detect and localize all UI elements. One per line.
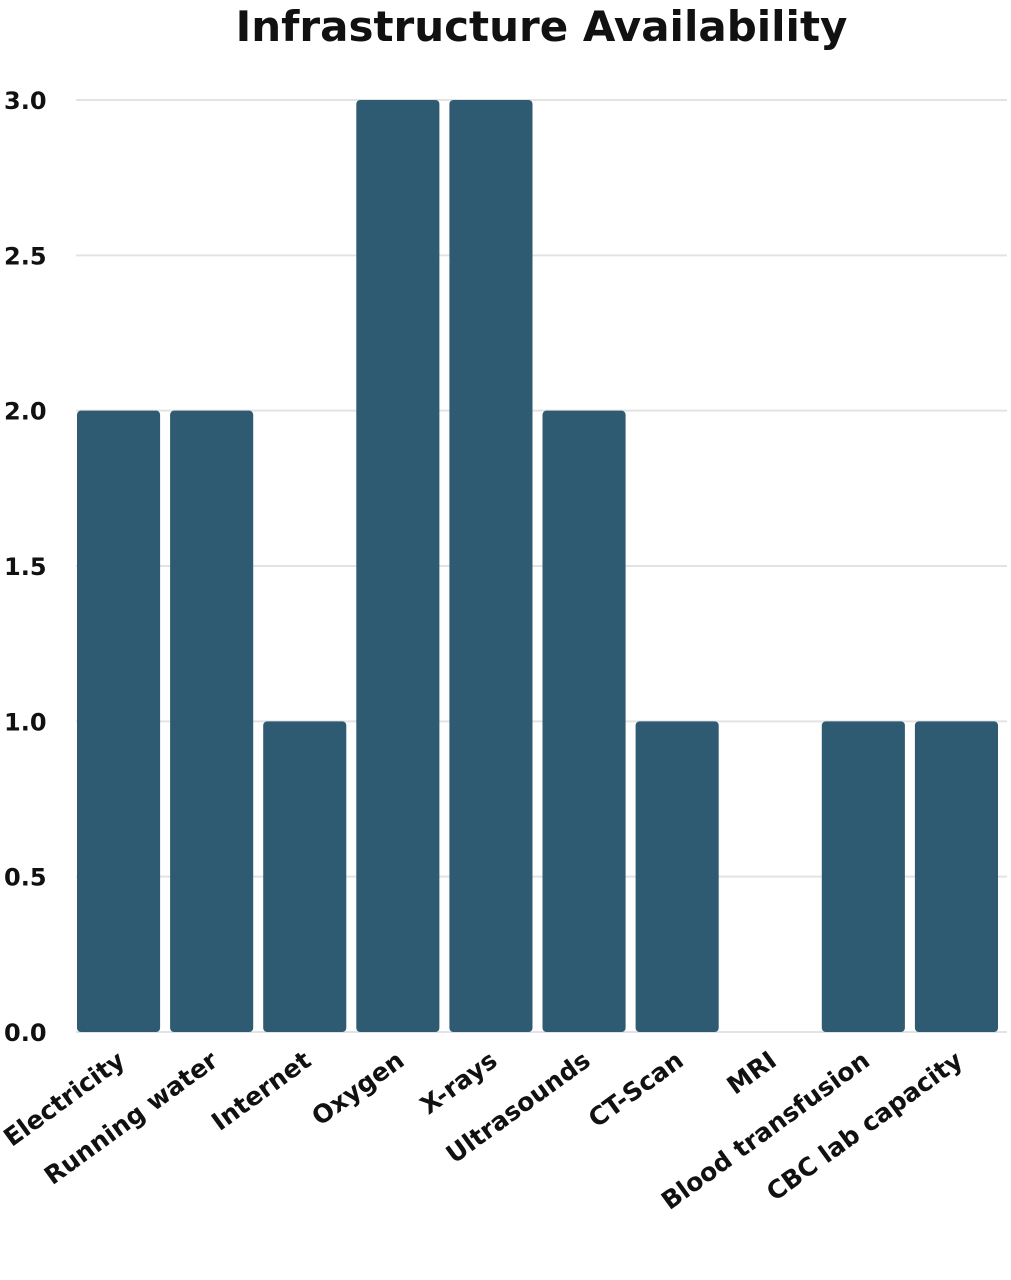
- bar: [449, 100, 533, 1032]
- x-tick-label: CT-Scan: [583, 1045, 689, 1133]
- bar: [356, 100, 440, 1032]
- chart-title: Infrastructure Availability: [235, 2, 848, 51]
- bar: [914, 721, 998, 1032]
- y-tick-label: 2.5: [4, 242, 47, 270]
- x-tick-label: Oxygen: [306, 1045, 409, 1131]
- bar: [77, 410, 161, 1033]
- y-tick-label: 1.5: [4, 553, 47, 581]
- y-tick-label: 2.0: [4, 398, 47, 426]
- bar: [635, 721, 719, 1032]
- bar: [263, 721, 347, 1032]
- x-tick-label: Internet: [206, 1045, 316, 1136]
- y-tick-label: 3.0: [4, 87, 47, 115]
- x-tick-label: MRI: [721, 1045, 781, 1100]
- bar: [821, 721, 905, 1032]
- x-tick-label: X-rays: [415, 1045, 503, 1120]
- y-tick-label: 0.0: [4, 1019, 47, 1047]
- bar: [170, 410, 254, 1033]
- x-tick-label: Running water: [39, 1045, 224, 1190]
- y-tick-label: 1.0: [4, 708, 47, 736]
- bar: [542, 410, 626, 1033]
- y-tick-label: 0.5: [4, 864, 47, 892]
